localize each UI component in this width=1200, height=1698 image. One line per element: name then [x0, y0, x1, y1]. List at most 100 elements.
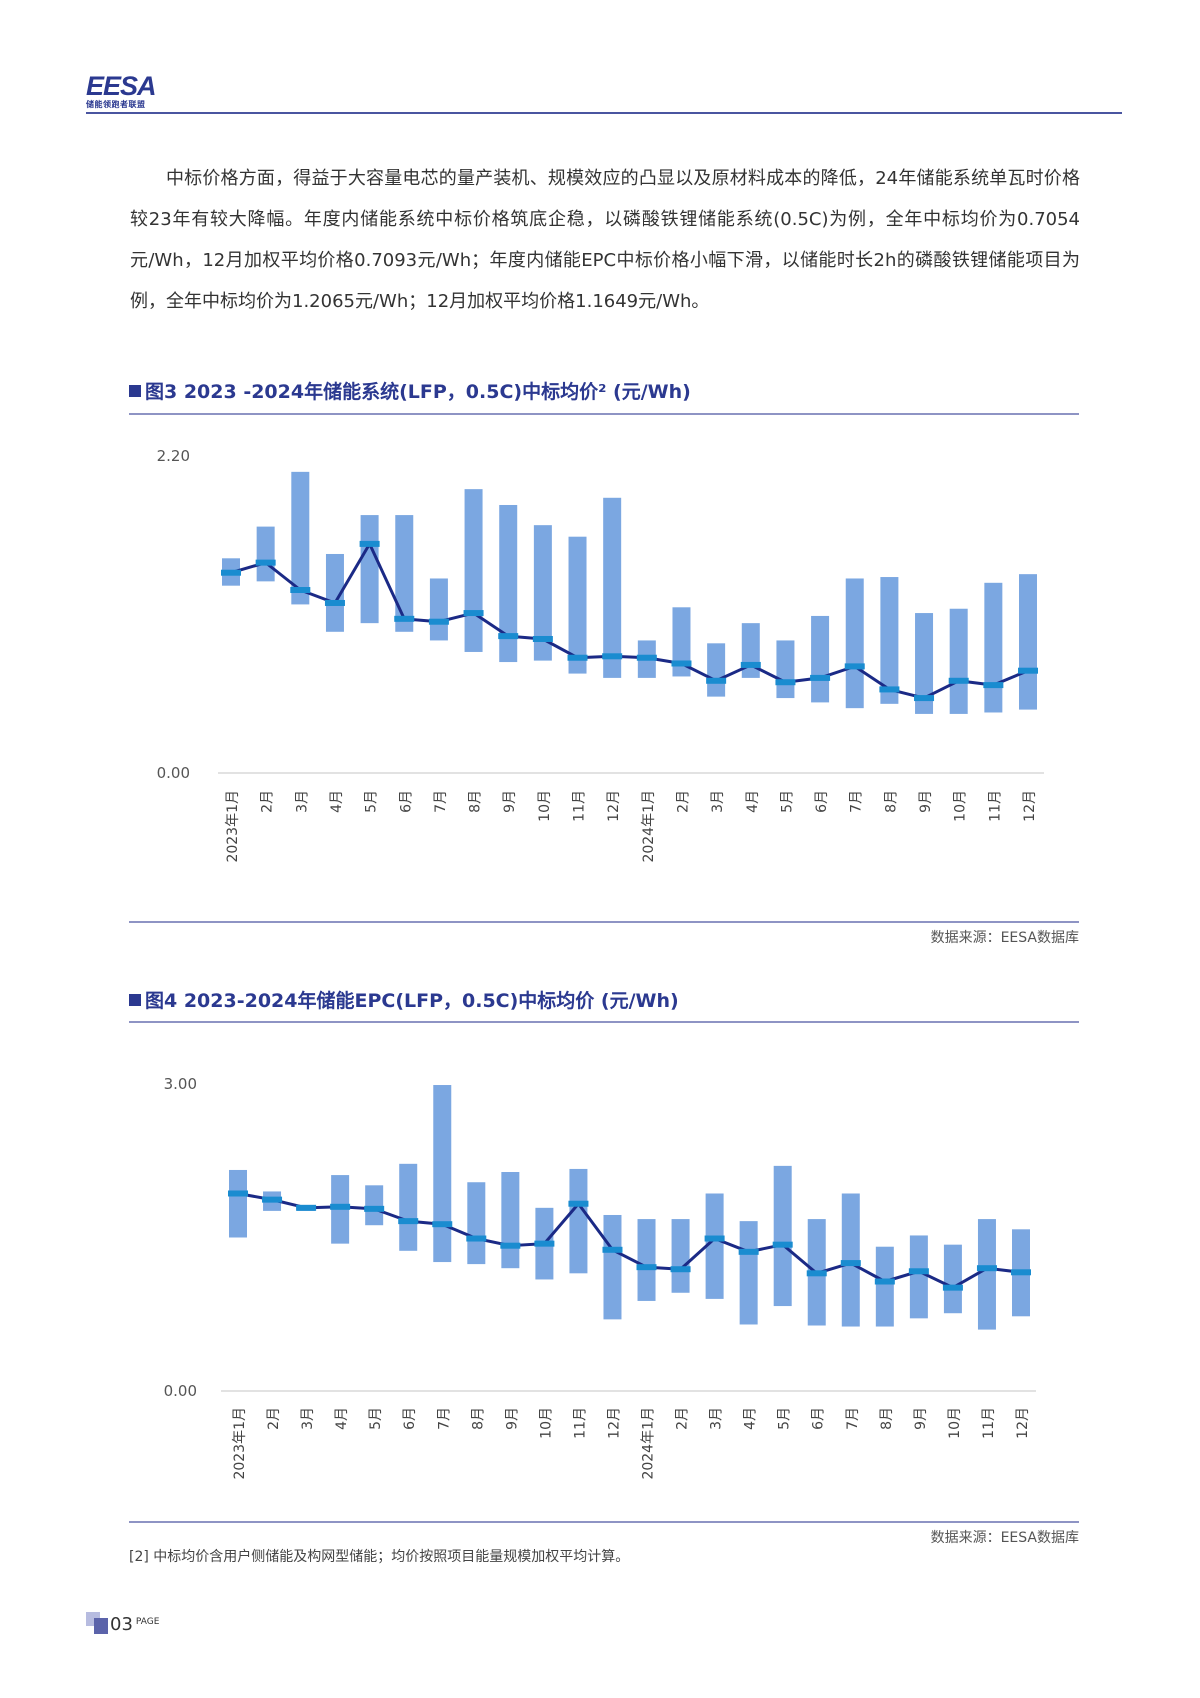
average-price-line [237, 1192, 1022, 1290]
figure-3-title-text: 图3 2023 -2024年储能系统(LFP，0.5C)中标均价² (元/Wh) [145, 381, 691, 403]
x-tick-label: 9月 [504, 1407, 520, 1430]
average-marker [840, 1260, 861, 1267]
average-marker [874, 1278, 895, 1285]
average-marker [567, 654, 588, 661]
x-tick-label: 3月 [709, 1407, 725, 1430]
range-bar [467, 1182, 486, 1265]
range-bar [433, 1085, 452, 1263]
eesa-logo: EESA 储能领跑者联盟 [86, 72, 166, 112]
range-bar [395, 515, 414, 632]
page-label: PAGE [135, 1616, 160, 1627]
range-bar [1019, 574, 1037, 710]
figure-3-bottom-rule [129, 921, 1079, 923]
x-tick-label: 2023年1月 [232, 1407, 248, 1480]
range-bar [291, 471, 310, 605]
y-tick-label: 0.00 [164, 1382, 197, 1400]
x-tick-label: 8月 [883, 790, 899, 813]
range-bar [429, 578, 448, 641]
average-marker [879, 686, 900, 693]
range-bar [943, 1244, 962, 1314]
x-tick-label: 12月 [606, 790, 622, 822]
page-squares-icon [86, 1612, 108, 1634]
average-marker [636, 654, 657, 661]
range-bar [603, 1214, 622, 1320]
average-marker [740, 661, 761, 668]
range-bar [229, 1169, 247, 1238]
x-tick-label: 10月 [947, 1407, 963, 1439]
body-paragraph: 中标价格方面，得益于大容量电芯的量产装机、规模效应的凸显以及原材料成本的降低，2… [130, 158, 1080, 322]
range-bar [845, 578, 864, 709]
logo-text: EESA [86, 71, 157, 101]
x-tick-label: 12月 [606, 1407, 622, 1439]
x-tick-label: 4月 [745, 790, 761, 813]
x-tick-label: 12月 [1015, 1407, 1031, 1439]
x-tick-label: 6月 [398, 790, 414, 813]
average-marker [1011, 1269, 1031, 1276]
x-tick-label: 6月 [811, 1407, 827, 1430]
x-tick-label: 6月 [402, 1407, 418, 1430]
range-bar [773, 1165, 792, 1307]
x-tick-label: 4月 [334, 1407, 350, 1430]
range-bar [399, 1163, 418, 1251]
title-square-icon [129, 994, 141, 1006]
x-tick-label: 5月 [368, 1407, 384, 1430]
average-marker [671, 660, 692, 667]
range-bar [671, 1219, 690, 1293]
title-square-icon [129, 385, 141, 397]
figure-4-title-text: 图4 2023-2024年储能EPC(LFP，0.5C)中标均价 (元/Wh) [145, 990, 679, 1012]
x-tick-label: 4月 [743, 1407, 759, 1430]
average-marker [221, 569, 241, 576]
figure-4-title: 图4 2023-2024年储能EPC(LFP，0.5C)中标均价 (元/Wh) [129, 986, 679, 1013]
x-tick-label: 10月 [537, 790, 553, 822]
x-tick-label: 2023年1月 [225, 790, 241, 863]
x-tick-label: 11月 [572, 1407, 588, 1439]
average-marker [394, 615, 415, 622]
header-divider [86, 112, 1122, 114]
average-marker [602, 653, 623, 660]
average-marker [1018, 667, 1038, 674]
range-bar [880, 577, 899, 704]
range-bar [499, 504, 518, 663]
average-marker [775, 679, 796, 686]
range-bar [875, 1246, 894, 1327]
figure-3-title: 图3 2023 -2024年储能系统(LFP，0.5C)中标均价² (元/Wh) [129, 377, 691, 404]
average-marker [330, 1203, 351, 1210]
average-marker [942, 1284, 963, 1291]
x-tick-label: 3月 [710, 790, 726, 813]
average-marker [398, 1218, 419, 1225]
x-tick-label: 9月 [918, 790, 934, 813]
average-marker [262, 1196, 283, 1203]
average-marker [706, 677, 727, 684]
x-tick-label: 4月 [329, 790, 345, 813]
average-marker [466, 1235, 487, 1242]
x-tick-label: 10月 [953, 790, 969, 822]
range-bar [603, 497, 622, 678]
x-tick-label: 10月 [538, 1407, 554, 1439]
x-tick-label: 9月 [502, 790, 518, 813]
range-bar [915, 613, 934, 714]
figure-4-top-rule [129, 1021, 1079, 1023]
average-marker [738, 1248, 759, 1255]
average-marker [500, 1242, 521, 1249]
average-marker [810, 674, 831, 681]
x-tick-label: 11月 [981, 1407, 997, 1439]
average-marker [908, 1268, 929, 1275]
x-tick-label: 2024年1月 [641, 790, 657, 863]
average-marker [498, 633, 519, 640]
average-marker [772, 1241, 793, 1248]
y-tick-label: 3.00 [164, 1075, 197, 1093]
x-tick-label: 7月 [433, 790, 449, 813]
range-bar [977, 1219, 996, 1330]
average-marker [296, 1204, 317, 1211]
x-tick-label: 5月 [777, 1407, 793, 1430]
x-tick-label: 8月 [879, 1407, 895, 1430]
range-bar [568, 536, 587, 674]
average-marker [364, 1205, 385, 1212]
x-tick-label: 2月 [675, 790, 691, 813]
average-marker [976, 1265, 997, 1272]
x-tick-label: 5月 [364, 790, 380, 813]
x-tick-label: 2月 [266, 1407, 282, 1430]
footnote: [2] 中标均价含用户侧储能及构网型储能；均价按照项目能量规模加权平均计算。 [129, 1549, 630, 1565]
